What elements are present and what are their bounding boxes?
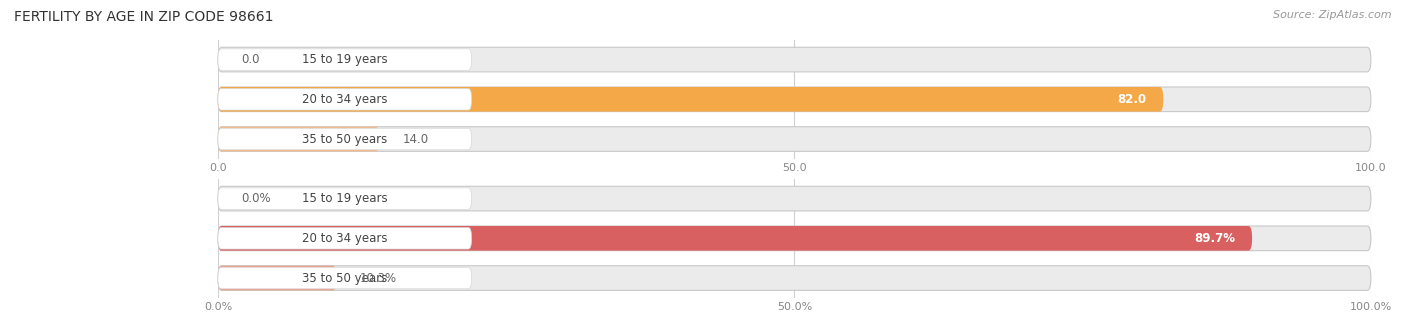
FancyBboxPatch shape <box>218 226 1253 251</box>
FancyBboxPatch shape <box>218 128 471 150</box>
Text: 10.3%: 10.3% <box>360 271 396 285</box>
FancyBboxPatch shape <box>218 127 380 151</box>
FancyBboxPatch shape <box>218 87 1163 112</box>
Text: 0.0%: 0.0% <box>240 192 270 205</box>
Text: 35 to 50 years: 35 to 50 years <box>302 271 388 285</box>
Text: 15 to 19 years: 15 to 19 years <box>302 192 388 205</box>
Text: 14.0: 14.0 <box>402 132 429 146</box>
Text: 35 to 50 years: 35 to 50 years <box>302 132 388 146</box>
Text: Source: ZipAtlas.com: Source: ZipAtlas.com <box>1274 10 1392 20</box>
Text: 89.7%: 89.7% <box>1194 232 1234 245</box>
FancyBboxPatch shape <box>218 188 471 209</box>
Text: 15 to 19 years: 15 to 19 years <box>302 53 388 66</box>
FancyBboxPatch shape <box>218 267 471 289</box>
Text: 82.0: 82.0 <box>1116 93 1146 106</box>
FancyBboxPatch shape <box>218 47 1371 72</box>
FancyBboxPatch shape <box>218 186 1371 211</box>
FancyBboxPatch shape <box>218 49 471 70</box>
FancyBboxPatch shape <box>218 266 336 290</box>
Text: 20 to 34 years: 20 to 34 years <box>302 93 388 106</box>
FancyBboxPatch shape <box>218 89 471 110</box>
FancyBboxPatch shape <box>218 228 471 249</box>
FancyBboxPatch shape <box>218 127 1371 151</box>
FancyBboxPatch shape <box>218 226 1371 251</box>
FancyBboxPatch shape <box>218 87 1371 112</box>
Text: FERTILITY BY AGE IN ZIP CODE 98661: FERTILITY BY AGE IN ZIP CODE 98661 <box>14 10 274 24</box>
Text: 20 to 34 years: 20 to 34 years <box>302 232 388 245</box>
FancyBboxPatch shape <box>218 266 1371 290</box>
Text: 0.0: 0.0 <box>240 53 260 66</box>
